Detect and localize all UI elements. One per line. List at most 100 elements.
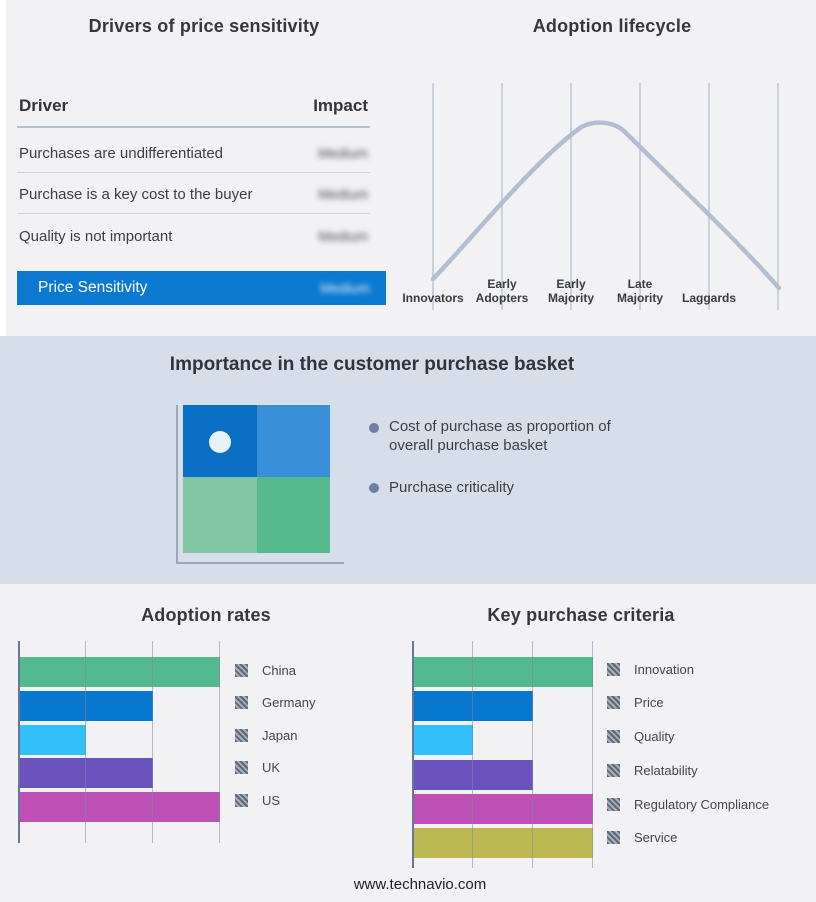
bar-quality	[414, 725, 473, 755]
table-row: Purchase is a key cost to the buyer Medi…	[19, 183, 368, 205]
quadrant-cell-bl	[183, 477, 257, 553]
gridline	[219, 641, 220, 843]
bar-relatability	[414, 760, 533, 790]
table-row: Purchases are undifferentiated Medium	[19, 142, 368, 164]
driver-cell: Purchase is a key cost to the buyer	[19, 185, 253, 203]
position-marker-dot	[209, 431, 231, 453]
legend-label: Germany	[262, 695, 316, 710]
driver-column-header: Driver	[19, 96, 69, 115]
table-header-underline	[17, 126, 370, 128]
bullet-item: Cost of purchase as proportion of overal…	[389, 418, 611, 454]
stage-label-innovators: Innovators	[402, 291, 464, 306]
purchase-basket-band	[0, 336, 816, 584]
lifecycle-chart: Innovators Early Adopters Early Majority…	[402, 0, 816, 336]
row-divider	[17, 213, 370, 214]
legend-label: Japan	[262, 727, 298, 743]
adoption-rates-title: Adoption rates	[141, 605, 271, 625]
drivers-panel-title: Drivers of price sensitivity	[88, 16, 320, 36]
key-purchase-criteria-chart	[412, 641, 594, 868]
stage-label-early-majority: Early Majority	[547, 276, 594, 306]
legend-swatch-hatched-icon	[235, 761, 248, 774]
bullet-icon	[369, 423, 379, 433]
legend-item: Relatability	[607, 762, 769, 778]
quadrant-matrix	[183, 405, 330, 553]
bar-germany	[20, 691, 153, 721]
legend-item: Quality	[607, 729, 769, 745]
quadrant-cell-tr	[257, 405, 330, 477]
legend-swatch-hatched-icon	[607, 763, 620, 777]
gridline	[592, 641, 593, 868]
stage-label-laggards: Laggards	[681, 291, 736, 306]
bar-us	[20, 792, 220, 822]
gridline	[472, 641, 473, 868]
bullet-item: Purchase criticality	[389, 479, 515, 496]
impact-cell-obscured: Medium	[318, 228, 368, 244]
gridline	[85, 641, 86, 843]
footer-url: www.technavio.com	[353, 876, 487, 893]
legend-label: Price	[634, 695, 664, 711]
quadrant-cell-br	[257, 477, 330, 553]
table-row: Quality is not important Medium	[19, 225, 368, 247]
legend-label: China	[262, 662, 296, 678]
bell-curve	[430, 120, 782, 291]
driver-cell: Quality is not important	[19, 227, 173, 245]
bar-japan	[20, 725, 86, 755]
legend-label: Quality	[634, 729, 675, 745]
legend-label: Innovation	[634, 661, 694, 677]
legend-swatch-hatched-icon	[607, 730, 620, 744]
legend-item: Price	[607, 695, 769, 711]
stage-label-early-adopters: Early Adopters	[475, 276, 529, 306]
bar-service	[414, 828, 593, 858]
legend-item: Japan	[235, 727, 315, 743]
highlight-impact-obscured: Medium	[320, 280, 370, 296]
basket-title: Importance in the customer purchase bask…	[169, 354, 575, 375]
gridline	[532, 641, 533, 868]
legend-item: Germany	[235, 695, 315, 711]
legend-item: China	[235, 662, 315, 678]
price-sensitivity-highlight-row: Price Sensitivity Medium	[17, 271, 386, 305]
key-purchase-criteria-legend: Innovation Price Quality Relatability Regula…	[607, 661, 769, 846]
legend-label: UK	[262, 760, 281, 775]
impact-cell-obscured: Medium	[318, 145, 368, 161]
legend-swatch-hatched-icon	[235, 728, 248, 742]
bar-china	[20, 657, 220, 687]
legend-swatch-hatched-icon	[607, 797, 620, 811]
lifecycle-curve-svg	[430, 83, 782, 310]
legend-item: Service	[607, 830, 769, 846]
legend-item: Regulatory Compliance	[607, 796, 769, 812]
key-purchase-criteria-title: Key purchase criteria	[487, 605, 675, 625]
row-divider	[17, 172, 370, 173]
legend-swatch-hatched-icon	[607, 696, 620, 710]
driver-cell: Purchases are undifferentiated	[19, 144, 224, 162]
legend-item: Innovation	[607, 661, 769, 677]
quadrant-y-axis	[176, 405, 178, 564]
stage-label-late-majority: Late Majority	[616, 276, 663, 306]
quadrant-x-axis	[176, 562, 344, 564]
legend-swatch-hatched-icon	[607, 662, 620, 676]
legend-label: Relatability	[634, 762, 698, 778]
legend-label: Service	[634, 830, 678, 846]
bar-regulatory-compliance	[414, 794, 593, 824]
left-margin-strip	[0, 0, 6, 336]
legend-label: US	[262, 792, 281, 808]
bar-innovation	[414, 657, 593, 687]
legend-swatch-hatched-icon	[235, 793, 248, 807]
legend-swatch-hatched-icon	[235, 663, 248, 677]
impact-cell-obscured: Medium	[318, 186, 368, 202]
legend-item: US	[235, 792, 315, 808]
bar-uk	[20, 758, 153, 788]
lifecycle-panel-title: Adoption lifecycle	[532, 16, 692, 36]
drivers-table-header: Driver Impact	[19, 96, 368, 116]
bar-price	[414, 691, 533, 721]
axis-line	[18, 641, 20, 843]
bullet-icon	[369, 483, 379, 493]
legend-item: UK	[235, 760, 315, 776]
legend-label: Regulatory Compliance	[634, 796, 770, 812]
impact-column-header: Impact	[313, 96, 368, 115]
adoption-rates-chart	[18, 641, 220, 843]
adoption-rates-legend: China Germany Japan UK US	[235, 662, 315, 808]
axis-line	[412, 641, 414, 868]
legend-swatch-hatched-icon	[607, 831, 620, 845]
gridline	[152, 641, 153, 843]
